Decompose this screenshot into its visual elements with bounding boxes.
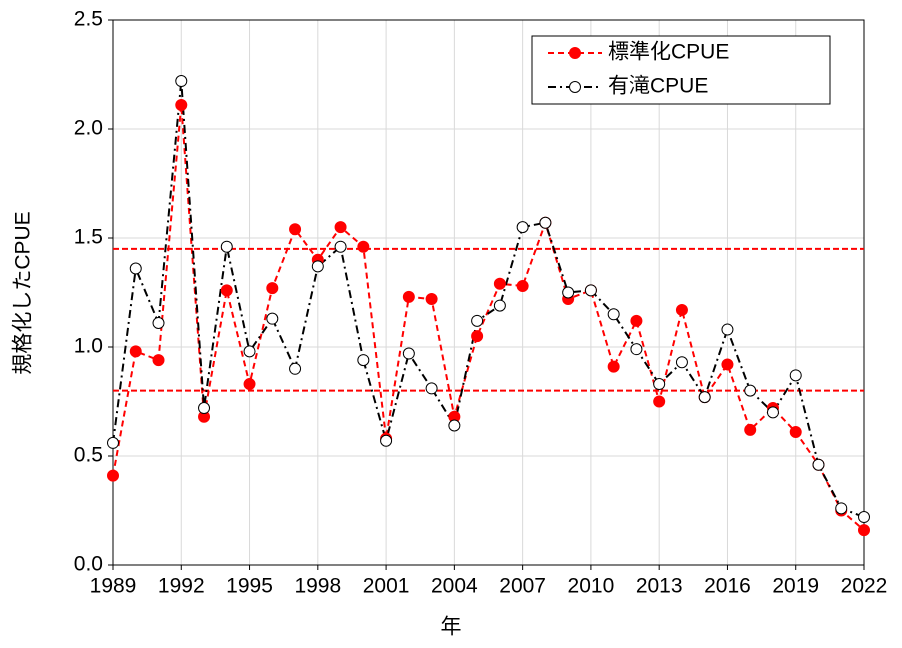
data-point — [721, 358, 734, 371]
data-point — [539, 216, 552, 229]
data-point — [107, 436, 119, 449]
data-point — [220, 240, 233, 253]
x-axis-label: 年 — [441, 616, 462, 639]
data-point — [789, 426, 802, 439]
data-point — [266, 312, 279, 325]
data-point — [858, 524, 870, 537]
data-point — [766, 406, 779, 419]
y-tick-label: 0.5 — [74, 444, 103, 467]
data-point — [129, 262, 142, 275]
data-point — [721, 323, 734, 336]
data-point — [675, 303, 688, 316]
data-point — [653, 395, 666, 408]
data-point — [744, 423, 757, 436]
data-point — [243, 378, 256, 391]
series-line — [112, 80, 865, 518]
data-point — [380, 434, 393, 447]
data-point — [471, 314, 484, 327]
legend-marker — [569, 47, 581, 59]
data-point — [425, 382, 438, 395]
data-point — [289, 223, 302, 236]
data-point — [334, 221, 347, 234]
data-point — [607, 308, 620, 321]
data-point — [289, 362, 302, 375]
data-point — [266, 282, 279, 295]
x-tick-label: 2022 — [841, 575, 888, 598]
data-point — [357, 240, 370, 253]
data-point — [493, 299, 506, 312]
y-axis-label: 規格化したCPUE — [12, 211, 35, 374]
y-tick-label: 0.0 — [74, 553, 103, 576]
data-point — [175, 75, 188, 88]
x-tick-label: 1995 — [226, 575, 273, 598]
data-point — [630, 343, 643, 356]
data-point — [516, 221, 529, 234]
data-point — [653, 378, 666, 391]
y-tick-label: 1.0 — [74, 335, 103, 358]
data-point — [311, 260, 324, 273]
data-point — [698, 391, 711, 404]
data-point — [516, 279, 529, 292]
legend-box — [531, 35, 831, 105]
data-point — [334, 240, 347, 253]
data-point — [129, 345, 142, 358]
y-tick-label: 2.0 — [74, 117, 103, 140]
x-tick-label: 2016 — [704, 575, 751, 598]
data-point — [243, 345, 256, 358]
plot-frame — [112, 19, 865, 566]
data-point — [744, 384, 757, 397]
data-point — [858, 511, 870, 524]
data-point — [402, 290, 415, 303]
series-line — [112, 104, 865, 531]
data-point — [198, 402, 211, 415]
x-tick-label: 1998 — [294, 575, 341, 598]
data-point — [357, 354, 370, 367]
legend-label: 有滝CPUE — [608, 75, 708, 98]
x-tick-label: 1989 — [90, 575, 137, 598]
y-tick-label: 2.5 — [74, 8, 103, 31]
data-point — [107, 469, 119, 482]
x-tick-label: 2010 — [568, 575, 615, 598]
data-point — [789, 369, 802, 382]
data-point — [175, 99, 188, 112]
data-point — [607, 360, 620, 373]
x-tick-label: 2007 — [499, 575, 546, 598]
data-point — [152, 354, 165, 367]
x-tick-label: 2013 — [636, 575, 683, 598]
data-point — [835, 502, 848, 515]
legend-label: 標準化CPUE — [608, 41, 729, 64]
data-point — [493, 277, 506, 290]
data-point — [471, 330, 484, 343]
x-tick-label: 1992 — [158, 575, 205, 598]
data-point — [630, 314, 643, 327]
data-point — [812, 458, 825, 471]
data-point — [402, 347, 415, 360]
data-point — [584, 284, 597, 297]
data-point — [448, 419, 461, 432]
data-point — [675, 356, 688, 369]
data-point — [562, 286, 575, 299]
data-point — [152, 317, 165, 330]
x-tick-label: 2019 — [772, 575, 819, 598]
legend-marker — [569, 81, 581, 93]
data-point — [425, 293, 438, 306]
x-tick-label: 2001 — [363, 575, 410, 598]
x-tick-label: 2004 — [431, 575, 478, 598]
y-tick-label: 1.5 — [74, 226, 103, 249]
data-point — [220, 284, 233, 297]
